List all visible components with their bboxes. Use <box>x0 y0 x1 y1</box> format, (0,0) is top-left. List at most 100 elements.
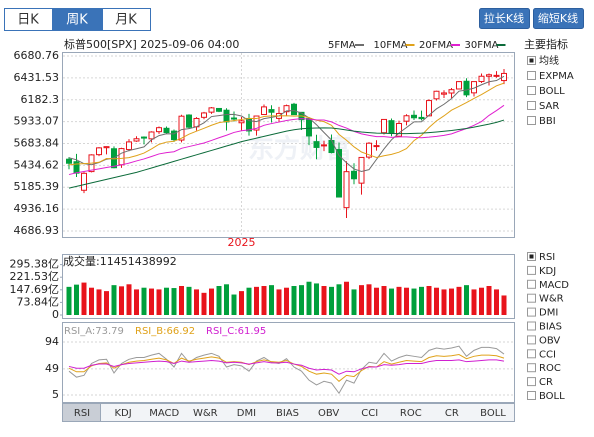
volume-bar <box>74 284 79 315</box>
candle-body <box>253 115 260 131</box>
indicator-checkbox[interactable] <box>527 307 536 317</box>
candle-body <box>358 156 365 184</box>
indicator-option[interactable]: 均线 <box>539 54 559 67</box>
period-tab[interactable] <box>102 8 151 31</box>
legend-label: RSI_C:61.95 <box>206 326 266 337</box>
x-tick-label: 2025 <box>228 236 256 249</box>
indicator-tab[interactable]: CR <box>445 408 459 419</box>
candle-body <box>141 136 147 139</box>
volume-bar <box>471 289 477 315</box>
watermark: 东方财富 <box>248 134 352 165</box>
candle-body <box>441 92 447 95</box>
candle-body <box>501 72 507 82</box>
period-tab[interactable] <box>4 8 53 31</box>
indicator-tab[interactable]: RSI <box>74 408 90 419</box>
main-indicator-title: 主要指标 <box>524 37 568 51</box>
y-tick-label: 6431.53 <box>14 71 60 84</box>
candle-body <box>268 109 275 113</box>
indicator-option[interactable]: RSI <box>539 252 555 263</box>
y-tick-label: 49 <box>45 362 59 375</box>
indicator-tab[interactable]: KDJ <box>114 408 131 419</box>
volume-bar <box>291 286 297 315</box>
indicator-option[interactable]: OBV <box>539 335 560 346</box>
period-tab[interactable] <box>53 8 102 31</box>
indicator-tab[interactable]: MACD <box>149 408 179 419</box>
indicator-checkbox[interactable] <box>527 349 536 359</box>
indicator-tab[interactable]: ROC <box>400 408 422 419</box>
indicator-option[interactable]: CR <box>539 377 553 388</box>
indicator-checkbox[interactable] <box>527 279 536 289</box>
indicator-tab-selected[interactable] <box>62 403 101 422</box>
volume-bar <box>434 287 439 315</box>
volume-bar <box>501 295 507 315</box>
period-tab-label[interactable]: 月K <box>115 13 137 28</box>
indicator-checkbox[interactable] <box>527 363 536 373</box>
candle-body <box>118 148 125 166</box>
indicator-option[interactable]: MACD <box>539 280 569 291</box>
indicator-checkbox[interactable] <box>527 293 536 303</box>
candle-body <box>156 127 162 133</box>
indicator-tab[interactable]: CCI <box>361 408 378 419</box>
indicator-checkbox[interactable] <box>527 321 536 331</box>
indicator-option[interactable]: BIAS <box>539 322 562 333</box>
zoom-button-label[interactable]: 缩短K线 <box>538 11 578 25</box>
y-tick-label: 5434.62 <box>14 158 60 171</box>
volume-bar <box>336 284 342 315</box>
volume-bar <box>404 287 409 315</box>
candle-body <box>126 141 132 151</box>
volume-bar <box>261 286 267 315</box>
ma-line <box>68 104 505 176</box>
candle-body <box>133 138 140 142</box>
indicator-checkbox[interactable] <box>527 101 536 110</box>
indicator-option[interactable]: BOLL <box>539 391 565 402</box>
indicator-option[interactable]: BBI <box>539 116 556 127</box>
indicator-option[interactable]: EXPMA <box>539 71 574 82</box>
indicator-checkbox[interactable] <box>527 71 536 80</box>
volume-bar <box>231 294 237 315</box>
volume-bar <box>321 286 327 315</box>
zoom-button[interactable] <box>533 8 584 29</box>
indicator-option[interactable]: BOLL <box>539 86 565 97</box>
candle-body <box>388 120 395 134</box>
indicator-tab[interactable]: OBV <box>318 408 339 419</box>
indicator-option[interactable]: ROC <box>539 363 561 374</box>
indicator-checkbox[interactable] <box>527 335 536 345</box>
candle-body <box>313 141 320 148</box>
candle-body <box>433 90 440 100</box>
candle-body <box>486 74 492 77</box>
period-tab-label[interactable]: 周K <box>66 13 88 28</box>
volume-bar <box>104 291 109 315</box>
period-tab-label[interactable]: 日K <box>17 13 39 28</box>
indicator-tab[interactable]: BOLL <box>480 408 506 419</box>
indicator-checkbox[interactable] <box>527 391 536 400</box>
volume-bar <box>329 286 334 315</box>
legend-label: 10FMA <box>374 40 408 51</box>
volume-bar <box>479 287 484 315</box>
indicator-checkbox[interactable] <box>527 377 536 387</box>
rsi-line <box>68 345 505 395</box>
candle-body <box>328 140 335 154</box>
zoom-button-label[interactable]: 拉长K线 <box>484 11 524 25</box>
indicator-option[interactable]: DMI <box>539 308 558 319</box>
volume-bar <box>486 286 492 315</box>
indicator-option[interactable]: KDJ <box>539 266 556 277</box>
candle-body <box>306 118 312 137</box>
ma-line <box>68 82 505 166</box>
indicator-option[interactable]: W&R <box>539 294 564 305</box>
indicator-checkbox[interactable] <box>527 86 536 95</box>
indicator-option[interactable]: CCI <box>539 349 556 360</box>
volume-bar <box>494 289 499 315</box>
indicator-option[interactable]: SAR <box>539 101 559 112</box>
rsi-line <box>68 359 505 375</box>
zoom-button[interactable] <box>479 8 530 29</box>
indicator-tab[interactable]: BIAS <box>276 408 299 419</box>
y-tick-label: 4936.16 <box>14 202 60 215</box>
indicator-tab[interactable]: DMI <box>237 408 256 419</box>
indicator-tab[interactable]: W&R <box>193 408 218 419</box>
indicator-checkbox[interactable] <box>527 116 536 125</box>
volume-bar <box>186 286 192 315</box>
volume-bar <box>389 288 394 315</box>
y-tick-label: 221.53亿 <box>10 270 60 283</box>
indicator-checkbox[interactable] <box>527 265 536 275</box>
